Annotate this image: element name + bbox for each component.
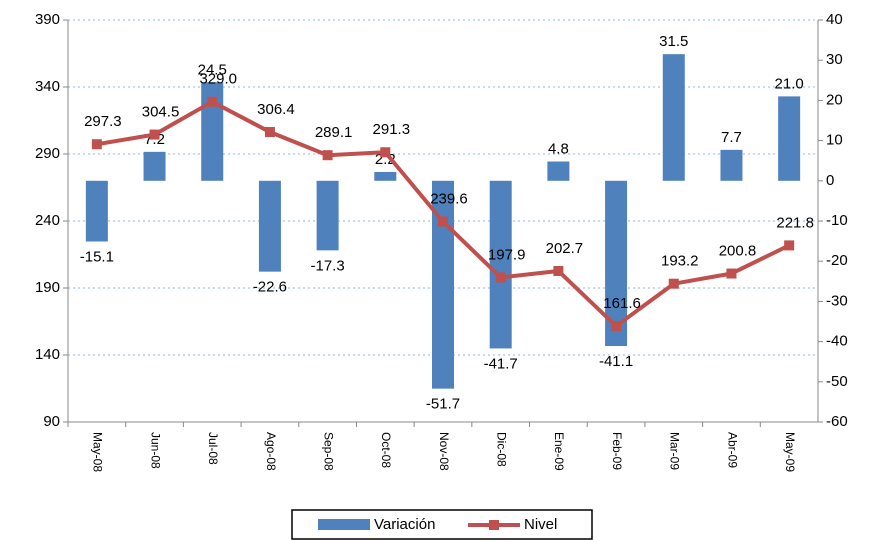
x-tick-label: Ene-09 xyxy=(552,432,566,471)
line-marker xyxy=(438,216,448,227)
x-tick-label: Jul-08 xyxy=(206,432,220,465)
bar-value-label: 4.8 xyxy=(548,140,569,157)
x-tick-label: Jun-08 xyxy=(148,432,162,469)
y-tick-label: 90 xyxy=(43,413,60,430)
line-marker xyxy=(322,150,333,161)
line-marker xyxy=(553,265,564,276)
bar xyxy=(720,149,743,181)
y2-tick-label: 0 xyxy=(826,172,834,189)
x-tick-label: Abr-09 xyxy=(725,432,739,468)
bar-value-label: 2.2 xyxy=(375,151,396,168)
y-tick-label: 340 xyxy=(35,78,60,95)
line-marker xyxy=(380,147,391,158)
line-value-label: 329.0 xyxy=(199,71,237,88)
line-marker xyxy=(91,139,102,150)
line-value-label: 297.3 xyxy=(84,113,122,130)
legend-swatch-marker xyxy=(489,520,499,530)
bar xyxy=(547,161,570,181)
legend-label: Variación xyxy=(374,516,435,533)
bar xyxy=(778,96,801,181)
y-tick-label: 390 xyxy=(35,11,60,28)
bar xyxy=(662,54,685,181)
line-value-label: 291.3 xyxy=(373,121,411,138)
bar xyxy=(374,171,397,181)
line-value-label: 304.5 xyxy=(142,104,180,121)
line-value-label: 197.9 xyxy=(488,246,526,263)
y-tick-label: 140 xyxy=(35,346,60,363)
line-marker xyxy=(726,268,737,279)
bar-value-label: -22.6 xyxy=(253,279,287,296)
y2-tick-label: 30 xyxy=(826,51,843,68)
x-tick-label: Ago-08 xyxy=(264,432,278,471)
y-tick-label: 290 xyxy=(35,145,60,162)
legend-swatch xyxy=(318,519,370,530)
y2-tick-label: -40 xyxy=(826,333,848,350)
bar xyxy=(432,180,454,389)
bar xyxy=(258,180,281,272)
x-tick-label: Mar-09 xyxy=(668,432,682,470)
line-value-label: 239.6 xyxy=(430,191,468,208)
bar-value-label: 7.7 xyxy=(721,129,742,146)
line-marker xyxy=(149,129,160,140)
line-value-label: 193.2 xyxy=(661,253,699,270)
line-value-label: 306.4 xyxy=(257,101,295,118)
x-tick-label: Nov-08 xyxy=(437,432,451,471)
y2-tick-label: 10 xyxy=(826,132,843,149)
y2-tick-label: -10 xyxy=(826,212,848,229)
y2-tick-label: -30 xyxy=(826,292,848,309)
line-marker xyxy=(264,127,275,138)
bar xyxy=(143,151,166,181)
line-marker xyxy=(668,278,679,289)
y2-tick-label: -60 xyxy=(826,413,848,430)
x-tick-label: Oct-08 xyxy=(379,432,393,468)
bar-value-label: -15.1 xyxy=(80,248,114,265)
bar xyxy=(316,180,339,251)
line-marker xyxy=(495,272,506,283)
bar-value-label: 24.5 xyxy=(198,61,227,78)
x-tick-label: May-08 xyxy=(91,432,105,472)
y-tick-label: 190 xyxy=(35,279,60,296)
x-tick-label: Sep-08 xyxy=(321,432,335,471)
bar-value-label: -51.7 xyxy=(426,396,460,413)
x-tick-label: May-09 xyxy=(783,432,797,472)
x-tick-label: Feb-09 xyxy=(610,432,624,470)
bar-value-label: -17.3 xyxy=(311,257,345,274)
line-value-label: 161.6 xyxy=(603,295,641,312)
x-tick-label: Dic-08 xyxy=(495,432,509,467)
bar-value-label: 31.5 xyxy=(659,33,688,50)
bar xyxy=(85,180,108,242)
bar-value-label: 21.0 xyxy=(775,75,804,92)
line-value-label: 221.8 xyxy=(776,214,814,231)
y2-tick-label: -20 xyxy=(826,252,848,269)
bar xyxy=(489,180,512,349)
bar xyxy=(605,180,628,347)
line-value-label: 289.1 xyxy=(315,124,353,141)
line-marker xyxy=(611,321,622,332)
line-value-label: 202.7 xyxy=(546,240,584,257)
line-marker xyxy=(207,96,218,107)
y2-tick-label: 20 xyxy=(826,91,843,108)
bar-value-label: -41.1 xyxy=(599,353,633,370)
legend-label: Nivel xyxy=(524,516,557,533)
bar-value-label: -41.7 xyxy=(484,355,518,372)
line-value-label: 200.8 xyxy=(719,242,757,259)
y2-tick-label: 40 xyxy=(826,11,843,28)
line-marker xyxy=(784,240,795,251)
y-tick-label: 240 xyxy=(35,212,60,229)
y2-tick-label: -50 xyxy=(826,373,848,390)
